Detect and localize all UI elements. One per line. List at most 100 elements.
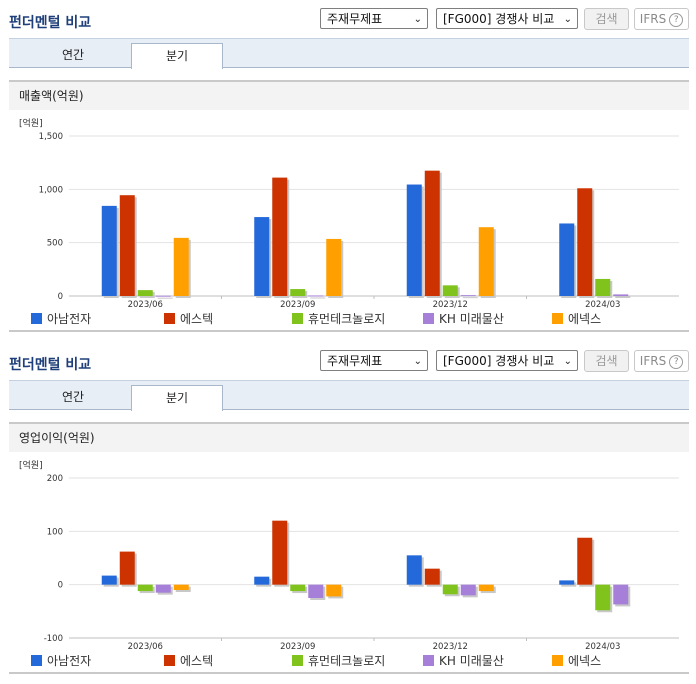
legend-label: 에넥스 (568, 312, 602, 326)
legend-item[interactable]: 에스텍 (164, 312, 213, 326)
compare-select[interactable]: [FG000] 경쟁사 비교 ⌄ (436, 8, 578, 29)
y-tick-label: 200 (47, 474, 63, 484)
legend-swatch (292, 655, 303, 666)
x-tick-label: 2023/06 (128, 300, 163, 308)
legend-swatch (292, 313, 303, 324)
legend-item[interactable]: 아남전자 (31, 654, 91, 668)
tab-annual[interactable]: 연간 (61, 48, 85, 62)
bar (595, 584, 611, 611)
operating-profit-chart: [억원] -100 0 100 200 2023/06 2023/09 2023/12 202… (9, 454, 689, 652)
unit-label: [억원] (19, 461, 43, 471)
tab-quarter[interactable]: 분기 (131, 385, 223, 411)
panel-title: 펀더멘털 비교 (9, 357, 92, 373)
y-tick-label: 0 (58, 292, 63, 302)
bar (613, 294, 629, 296)
bar (137, 584, 153, 592)
ifrs-label: IFRS (639, 12, 667, 26)
x-tick-label: 2023/12 (433, 300, 468, 308)
bar (254, 576, 270, 585)
statement-select[interactable]: 주재무제표 ⌄ (320, 350, 428, 371)
ifrs-button[interactable]: IFRS? (634, 8, 689, 30)
bar (155, 295, 171, 297)
tab-annual[interactable]: 연간 (61, 390, 85, 404)
legend-label: 휴먼테크놀로지 (308, 654, 386, 668)
bar (173, 584, 189, 590)
search-button[interactable]: 검색 (584, 350, 629, 372)
bar (613, 584, 629, 605)
bar (101, 205, 117, 296)
bar (173, 237, 189, 296)
legend-label: KH 미래물산 (439, 654, 504, 668)
statement-select-value: 주재무제표 (327, 354, 383, 368)
legend-item[interactable]: KH 미래물산 (423, 312, 504, 326)
bar (290, 584, 306, 592)
revenue-chart-svg: 0 500 1,000 1,500 2023/06 2023/09 2023/12 2024/… (39, 132, 679, 310)
legend-item[interactable]: KH 미래물산 (423, 654, 504, 668)
section-header: 영업이익(억원) (9, 422, 689, 452)
legend-swatch (423, 655, 434, 666)
legend-item[interactable]: 에스텍 (164, 654, 213, 668)
bar (442, 285, 458, 296)
ifrs-label: IFRS (639, 354, 667, 368)
y-tick-label: 100 (47, 527, 63, 537)
help-icon: ? (669, 354, 684, 369)
statement-select[interactable]: 주재무제표 ⌄ (320, 8, 428, 29)
bar (559, 580, 575, 585)
bar-shadow (462, 297, 478, 299)
statement-select-value: 주재무제표 (327, 12, 383, 26)
bar (119, 551, 135, 585)
legend-swatch (423, 313, 434, 324)
legend-item[interactable]: 에넥스 (552, 312, 601, 326)
legend-item[interactable]: 휴먼테크놀로지 (292, 312, 385, 326)
bar-shadow (310, 297, 326, 299)
legend-item[interactable]: 휴먼테크놀로지 (292, 654, 385, 668)
unit-label: [억원] (19, 119, 43, 129)
bar-shadow (615, 296, 631, 298)
bar (308, 584, 324, 598)
operating-profit-chart-svg: -100 0 100 200 2023/06 2023/09 2023/12 2024/03 (44, 474, 679, 652)
legend-item[interactable]: 아남전자 (31, 312, 91, 326)
bar (326, 584, 342, 597)
bar (119, 195, 135, 296)
bar (595, 278, 611, 296)
x-tick-label: 2024/03 (585, 300, 620, 308)
ifrs-button[interactable]: IFRS? (634, 350, 689, 372)
chevron-down-icon: ⌄ (413, 356, 422, 367)
compare-select-value: [FG000] 경쟁사 비교 (443, 354, 555, 368)
legend-swatch (552, 655, 563, 666)
bar (460, 584, 476, 596)
chart-legend: 아남전자 에스텍 휴먼테크놀로지 KH 미래물산 에넥스 (9, 652, 689, 674)
chart-legend: 아남전자 에스텍 휴먼테크놀로지 KH 미래물산 에넥스 (9, 310, 689, 332)
legend-item[interactable]: 에넥스 (552, 654, 601, 668)
bar (101, 575, 117, 585)
x-tick-label: 2023/12 (433, 642, 468, 650)
search-button[interactable]: 검색 (584, 8, 629, 30)
bar (137, 290, 153, 296)
legend-swatch (31, 313, 42, 324)
bar (478, 227, 494, 296)
bar (424, 568, 440, 585)
x-tick-label: 2024/03 (585, 642, 620, 650)
y-tick-label: 0 (58, 581, 63, 591)
legend-swatch (31, 655, 42, 666)
bar (290, 289, 306, 296)
legend-label: KH 미래물산 (439, 312, 504, 326)
legend-swatch (552, 313, 563, 324)
y-tick-label: -100 (44, 634, 63, 644)
bar (406, 555, 422, 585)
y-tick-label: 1,500 (39, 132, 63, 142)
tab-quarter[interactable]: 분기 (131, 43, 223, 69)
period-tabs: 연간 분기 (9, 38, 689, 69)
compare-select[interactable]: [FG000] 경쟁사 비교 ⌄ (436, 350, 578, 371)
bar (577, 188, 593, 296)
y-tick-label: 1,000 (39, 185, 63, 195)
legend-label: 에스텍 (180, 312, 214, 326)
bar (577, 537, 593, 585)
bar (559, 223, 575, 296)
bar (155, 584, 171, 593)
legend-swatch (164, 655, 175, 666)
x-tick-label: 2023/06 (128, 642, 163, 650)
bar (460, 295, 476, 297)
x-tick-label: 2023/09 (280, 300, 315, 308)
bar (254, 217, 270, 296)
